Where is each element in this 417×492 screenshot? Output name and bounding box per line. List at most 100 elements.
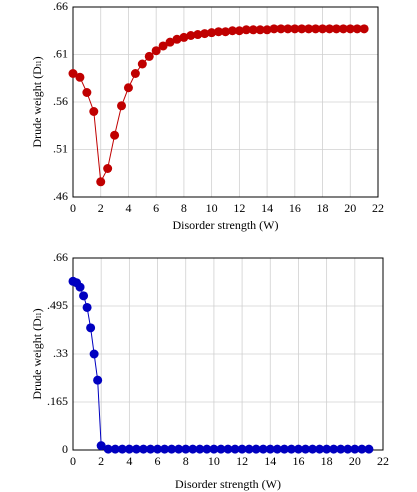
marker (131, 444, 141, 454)
marker (103, 164, 113, 173)
marker (315, 444, 325, 454)
x-tick-label: 6 (153, 201, 159, 215)
marker (304, 24, 314, 34)
marker (144, 51, 154, 61)
x-tick-label: 10 (206, 201, 218, 215)
marker (103, 444, 113, 454)
marker (160, 444, 170, 454)
marker (343, 444, 353, 454)
marker (79, 291, 89, 301)
plot-frame (72, 6, 379, 198)
x-tick-label: 20 (344, 201, 356, 215)
marker (200, 29, 210, 39)
y-axis-label: Drude weight (Dₗₗ) (30, 308, 44, 399)
y-tick-label: .51 (53, 141, 68, 155)
marker (359, 24, 369, 34)
marker (188, 444, 198, 454)
x-tick-label: 18 (317, 201, 329, 215)
marker (338, 24, 348, 34)
marker (262, 25, 272, 35)
marker (138, 444, 148, 454)
marker (96, 441, 106, 451)
y-axis-label: Drude weight (Dₗₗ) (30, 56, 44, 147)
marker (308, 444, 318, 454)
marker (251, 444, 261, 454)
marker (137, 59, 147, 69)
marker (209, 444, 219, 454)
marker (248, 25, 258, 35)
marker (195, 444, 205, 454)
x-tick-label: 22 (377, 454, 389, 468)
marker (75, 282, 85, 292)
marker (230, 444, 240, 454)
marker (241, 25, 251, 35)
marker (223, 444, 233, 454)
marker (202, 444, 212, 454)
x-tick-label: 18 (321, 454, 333, 468)
marker (357, 444, 367, 454)
y-tick-label: .56 (53, 94, 68, 108)
marker (336, 444, 346, 454)
marker (153, 444, 163, 454)
x-tick-label: 0 (70, 201, 76, 215)
marker (293, 444, 303, 454)
marker (279, 444, 289, 454)
marker (117, 101, 127, 111)
marker (165, 37, 175, 47)
x-tick-label: 4 (125, 201, 131, 215)
x-tick-label: 4 (126, 454, 132, 468)
y-tick-label: 0 (62, 442, 68, 456)
marker (89, 349, 99, 359)
marker (352, 24, 362, 34)
marker (186, 31, 196, 40)
y-tick-label: .66 (53, 0, 68, 13)
marker (75, 72, 85, 82)
marker (318, 24, 328, 34)
x-tick-label: 16 (292, 454, 304, 468)
marker (322, 444, 332, 454)
x-tick-label: 2 (98, 454, 104, 468)
marker (227, 26, 237, 36)
y-tick-label: .61 (53, 46, 68, 60)
marker (82, 302, 92, 312)
x-tick-label: 2 (98, 201, 104, 215)
marker (130, 69, 140, 78)
marker (82, 88, 92, 97)
marker (276, 24, 286, 34)
x-tick-label: 0 (70, 454, 76, 468)
marker (96, 177, 106, 187)
marker (329, 444, 339, 454)
marker (350, 444, 360, 454)
series-line (72, 28, 365, 184)
marker (331, 24, 341, 34)
marker (234, 26, 244, 36)
x-tick-label: 12 (236, 454, 248, 468)
marker (216, 444, 226, 454)
marker (221, 27, 230, 37)
marker (93, 375, 103, 385)
marker (290, 24, 300, 34)
marker (311, 24, 321, 34)
marker (364, 444, 374, 454)
x-tick-label: 6 (155, 454, 161, 468)
marker (179, 32, 189, 42)
marker (89, 107, 99, 116)
marker (151, 46, 161, 56)
marker (258, 444, 268, 454)
marker (269, 24, 279, 34)
marker (174, 444, 184, 454)
marker (244, 444, 254, 454)
marker (297, 24, 307, 34)
marker (345, 24, 355, 34)
marker (146, 444, 155, 454)
marker (68, 69, 78, 78)
marker (301, 444, 310, 454)
marker (255, 25, 265, 35)
x-tick-label: 22 (372, 201, 384, 215)
marker (110, 444, 120, 454)
x-tick-label: 10 (208, 454, 220, 468)
marker (207, 28, 217, 38)
y-tick-label: .46 (53, 189, 68, 203)
marker (193, 30, 203, 40)
